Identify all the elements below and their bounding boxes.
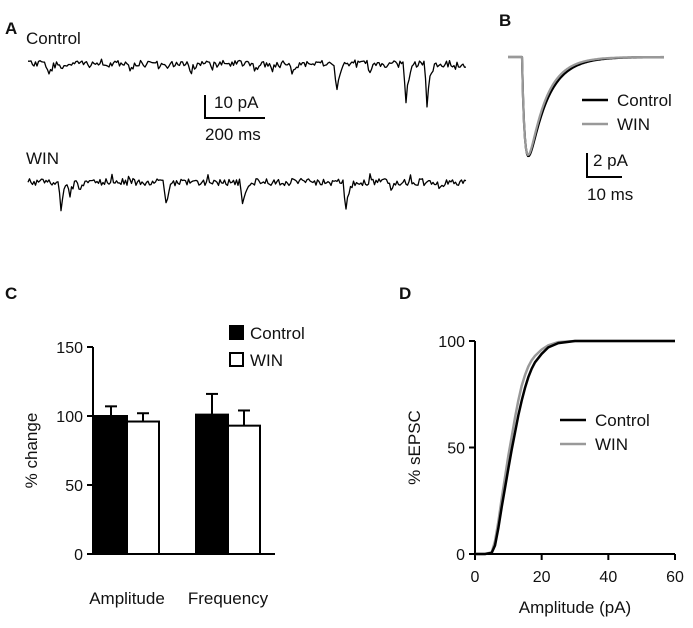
y-tick-label-d: 100 [438,334,465,351]
cumulative-chart-d: 0 50 100 0 20 40 60 Amplitude (pA) % sEPSC Contro… [405,334,684,617]
y-axis-label-d: % sEPSC [405,410,424,485]
scale-bar-b [586,153,622,178]
trace-control-label: Control [26,29,81,48]
y-tick-label-c: 100 [56,409,83,426]
x-tick-label-d: 60 [666,569,684,586]
y-tick-label-d: 0 [456,547,465,564]
panel-c: C 0 50 100 150 % change Amplitude Frequency Con… [5,284,305,608]
scale-bar-a-y-label: 10 pA [214,93,259,112]
panel-a-letter: A [5,19,17,38]
cdf-line [475,339,675,556]
y-tick-label-c: 150 [56,340,83,357]
panel-d: D 0 50 100 0 20 40 60 Amplitude (pA) % sEPSC Cont… [399,284,684,617]
y-tick-label-d: 50 [447,441,465,458]
panel-b-letter: B [499,11,511,30]
scale-bar-a-x-label: 200 ms [205,125,261,144]
legend-label-d: WIN [595,435,628,454]
x-tick-label-d: 0 [471,569,480,586]
x-axis-label-d: Amplitude (pA) [519,598,631,617]
panel-b: B Control WIN 2 pA 10 ms [499,11,672,204]
category-label-c: Amplitude [89,589,165,608]
win-trace [27,173,467,212]
x-tick-label-d: 40 [599,569,617,586]
control-trace [28,58,467,108]
bar [195,413,229,555]
bar [126,420,160,555]
legend-b-win-label: WIN [617,115,650,134]
panel-d-letter: D [399,284,411,303]
legend-swatch-c [229,352,244,367]
y-tick-label-c: 50 [65,478,83,495]
cdf-line [475,339,675,556]
average-trace-win [507,55,665,156]
legend-b-control-label: Control [617,91,672,110]
scale-bar-b-x-label: 10 ms [587,185,633,204]
trace-win-label: WIN [26,149,59,168]
scale-bar-b-y-label: 2 pA [593,151,629,170]
bar [94,415,128,555]
legend-label-d: Control [595,411,650,430]
bar [227,424,261,555]
x-tick-label-d: 20 [533,569,551,586]
legend-label-c: WIN [250,351,283,370]
category-label-c: Frequency [188,589,269,608]
y-axis-label-c: % change [22,413,41,489]
legend-label-c: Control [250,324,305,343]
bar-chart-c: 0 50 100 150 % change Amplitude Frequency Contr… [22,324,305,608]
panel-c-letter: C [5,284,17,303]
y-tick-label-c: 0 [74,547,83,564]
panel-a: A Control WIN 10 pA 200 ms [5,19,467,212]
scale-bar-a [204,95,265,119]
legend-swatch-c [229,325,244,340]
